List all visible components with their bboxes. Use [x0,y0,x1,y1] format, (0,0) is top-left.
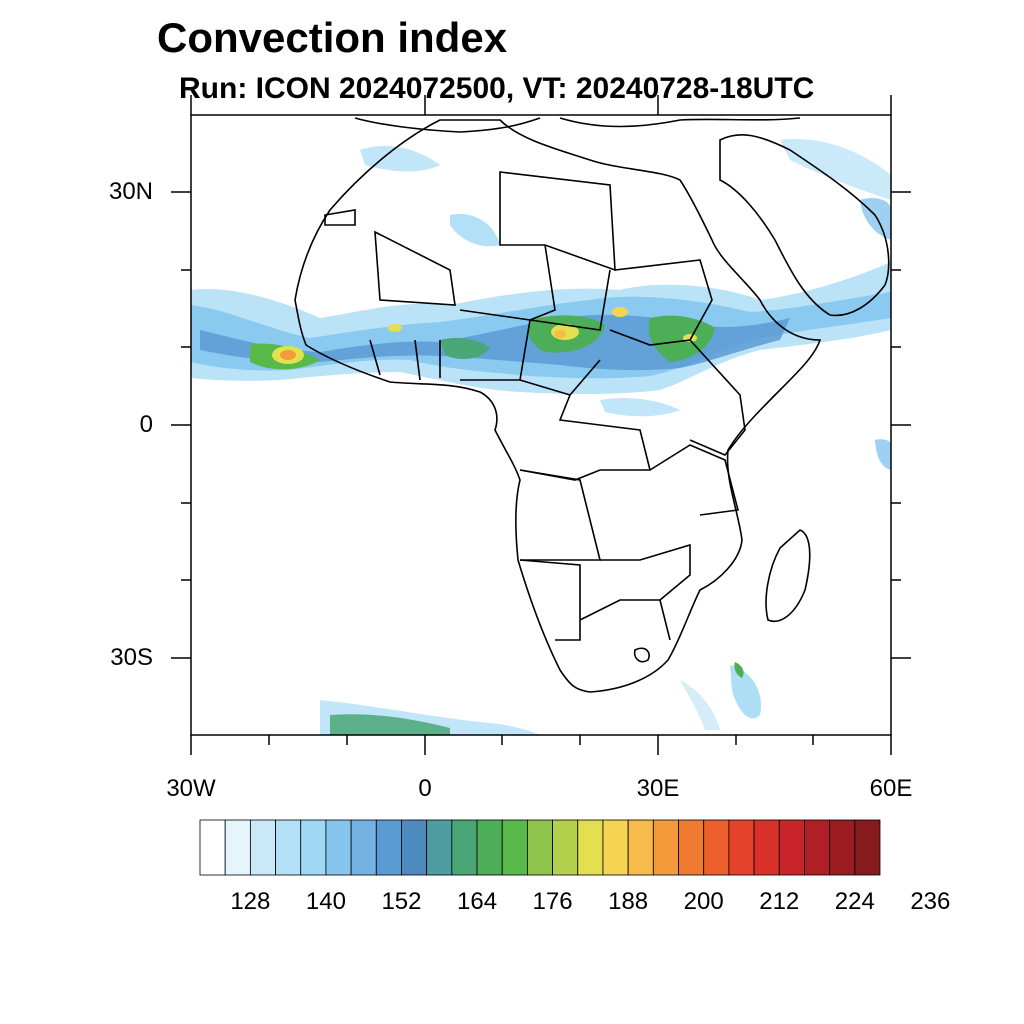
colorbar-swatch [804,819,831,876]
coastlines-borders [294,117,890,693]
colorbar-swatch [552,819,579,876]
colorbar-swatch [249,819,276,876]
colorbar-tick-label: 236 [910,888,951,915]
colorbar-swatch [325,819,352,876]
colorbar-tick-label: 200 [683,888,724,915]
colorbar-swatch [829,819,856,876]
lon-label-60e: 60E [869,775,913,802]
lon-label-30w: 30W [166,775,216,802]
colorbar-swatch [778,819,805,876]
map-frame [190,114,892,736]
colorbar-swatch [627,819,654,876]
colorbar-tick-label: 224 [834,888,875,915]
lon-label-30e: 30E [636,775,680,802]
colorbar-swatch [501,819,528,876]
colorbar-swatch [199,819,226,876]
colorbar-tick-label: 152 [381,888,422,915]
colorbar-swatch [275,819,302,876]
colorbar-swatch [703,819,730,876]
colorbar-tick-label: 176 [532,888,573,915]
colorbar-swatch [476,819,503,876]
colorbar-swatch [728,819,755,876]
colorbar-swatch [652,819,679,876]
colorbar-swatch [753,819,780,876]
colorbar-tick-label: 128 [230,888,271,915]
colorbar-swatch [375,819,402,876]
colorbar-tick-label: 188 [608,888,649,915]
colorbar-swatch [426,819,453,876]
lat-label-30n: 30N [108,178,153,205]
colorbar-swatch [350,819,377,876]
colorbar-swatch [300,819,327,876]
lat-label-eq: 0 [139,411,153,438]
convection-field [191,139,891,735]
colorbar-swatch [602,819,629,876]
lat-label-30s: 30S [110,644,153,671]
lon-label-0: 0 [418,775,432,802]
chart-subtitle: Run: ICON 2024072500, VT: 20240728-18UTC [179,72,815,105]
colorbar-swatch [678,819,705,876]
colorbar-swatch [451,819,478,876]
colorbar-swatch [401,819,428,876]
colorbar-tick-label: 164 [457,888,498,915]
colorbar [199,819,881,876]
colorbar-swatch [577,819,604,876]
axis-ticks [171,95,911,755]
colorbar-tick-label: 140 [305,888,346,915]
colorbar-swatch [224,819,251,876]
colorbar-swatch [854,819,881,876]
colorbar-tick-label: 212 [759,888,800,915]
colorbar-swatch [527,819,553,876]
chart-title: Convection index [157,14,508,61]
